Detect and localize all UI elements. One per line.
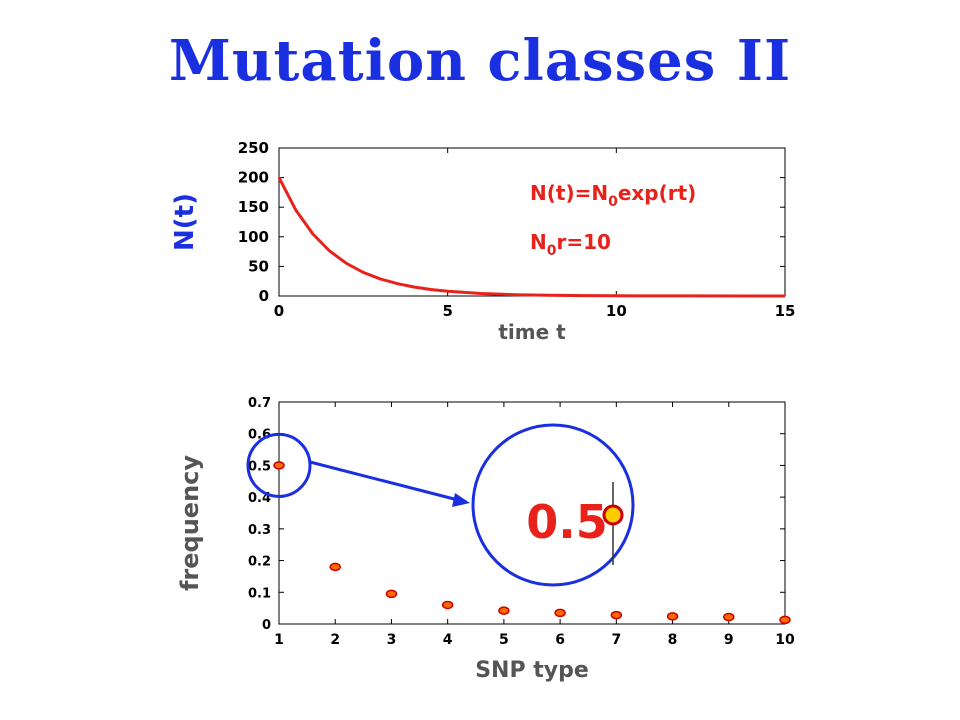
x-tick-label: 5 — [499, 632, 509, 648]
x-tick-label: 0 — [274, 302, 284, 320]
x-tick-label: 1 — [274, 632, 284, 648]
data-point — [610, 610, 623, 620]
data-point — [554, 608, 566, 618]
formula-annotation: N(t)=N0exp(rt) — [530, 181, 696, 210]
zoom-value-label: 0.5 — [526, 495, 608, 549]
highlight-circle-small — [246, 432, 312, 498]
parameter-annotation: N0r=10 — [530, 230, 611, 259]
y-tick-label: 0.7 — [248, 396, 271, 411]
x-tick-label: 10 — [775, 632, 795, 648]
x-tick-label: 9 — [724, 632, 734, 648]
y-tick-label: 0.5 — [248, 459, 271, 474]
x-tick-label: 2 — [330, 632, 340, 648]
x-tick-label: 10 — [606, 302, 627, 320]
zoom-arrow-head — [452, 493, 470, 507]
x-tick-label: 3 — [387, 632, 397, 648]
data-point — [498, 606, 510, 615]
x-tick-label: 4 — [443, 632, 453, 648]
decay-curve — [277, 176, 786, 298]
y-tick-label: 200 — [238, 169, 269, 187]
y-tick-label: 150 — [238, 198, 269, 216]
plot-frame — [278, 401, 786, 625]
x-tick-label: 7 — [611, 632, 621, 648]
x-tick-label: 6 — [555, 632, 565, 648]
zoom-marker — [602, 504, 624, 526]
data-point — [779, 615, 791, 625]
y-tick-label: 0 — [259, 287, 269, 305]
x-axis-label: SNP type — [475, 658, 589, 683]
y-axis-label: N(t) — [170, 193, 200, 251]
data-point — [273, 461, 285, 470]
x-tick-label: 5 — [442, 302, 452, 320]
y-tick-label: 0.2 — [248, 555, 271, 570]
plot-frame — [278, 147, 786, 297]
zoom-callout: 0.5 — [246, 423, 635, 587]
data-point — [723, 612, 735, 622]
y-tick-label: 0.3 — [248, 523, 271, 538]
y-tick-label: 0.1 — [248, 586, 271, 601]
data-point — [666, 612, 679, 621]
y-tick-label: 100 — [238, 228, 269, 246]
y-tick-label: 50 — [248, 257, 269, 275]
zoom-arrow-line — [309, 460, 459, 502]
y-axis-label: frequency — [176, 455, 204, 591]
slide-title: Mutation classes II — [168, 28, 792, 94]
y-tick-label: 0.4 — [248, 491, 271, 506]
y-tick-label: 0 — [262, 618, 271, 633]
data-point — [329, 562, 341, 572]
x-tick-label: 8 — [668, 632, 678, 648]
data-point — [441, 600, 454, 610]
x-tick-label: 15 — [775, 302, 796, 320]
x-axis-label: time t — [498, 320, 566, 344]
y-tick-label: 250 — [238, 139, 269, 157]
highlight-circle-large — [471, 423, 635, 587]
data-point — [385, 589, 398, 599]
